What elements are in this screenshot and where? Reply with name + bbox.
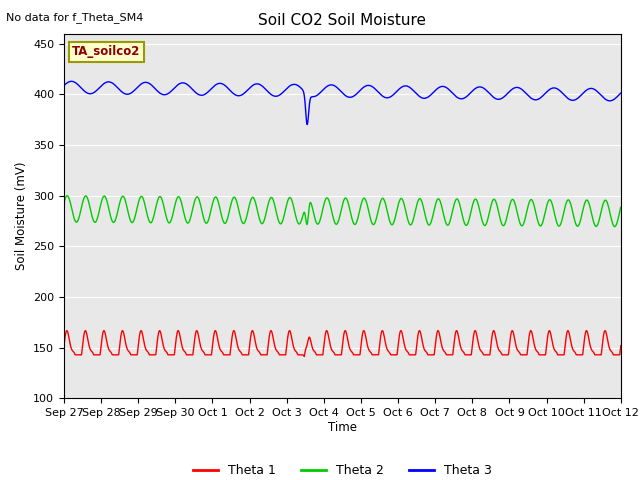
- Text: No data for f_Theta_SM4: No data for f_Theta_SM4: [6, 12, 144, 23]
- Y-axis label: Soil Moisture (mV): Soil Moisture (mV): [15, 162, 28, 270]
- Title: Soil CO2 Soil Moisture: Soil CO2 Soil Moisture: [259, 13, 426, 28]
- X-axis label: Time: Time: [328, 421, 357, 434]
- Legend: Theta 1, Theta 2, Theta 3: Theta 1, Theta 2, Theta 3: [188, 459, 497, 480]
- Text: TA_soilco2: TA_soilco2: [72, 46, 141, 59]
